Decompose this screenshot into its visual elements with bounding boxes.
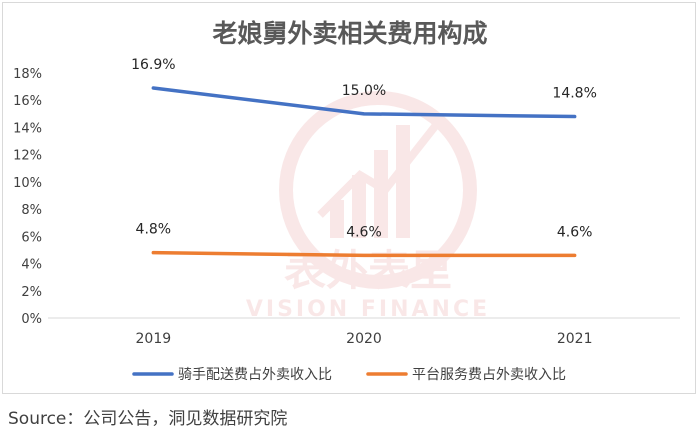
y-tick-label: 6% <box>21 230 42 245</box>
data-label: 15.0% <box>342 83 386 99</box>
legend-label-1: 骑手配送费占外卖收入比 <box>178 367 332 383</box>
data-label: 4.6% <box>557 224 593 240</box>
data-label: 14.8% <box>552 86 596 102</box>
data-label: 16.9% <box>131 57 175 73</box>
y-tick-label: 14% <box>13 121 42 136</box>
x-axis: 2019 2020 2021 <box>48 317 680 347</box>
source-note: Source：公司公告，洞见数据研究院 <box>8 409 288 429</box>
y-tick-label: 0% <box>21 312 42 327</box>
chart-title: 老娘舅外卖相关费用构成 <box>212 19 487 48</box>
data-label: 4.6% <box>346 224 382 240</box>
y-tick-label: 12% <box>13 149 42 164</box>
series-layer: 16.9% 15.0% 14.8% 4.8% 4.6% 4.6% <box>131 57 597 258</box>
watermark: 表外表里 VISION FINANCE <box>246 91 487 322</box>
x-tick-label: 2021 <box>557 331 593 347</box>
series-line-2 <box>151 250 577 258</box>
y-tick-label: 2% <box>21 285 42 300</box>
legend: 骑手配送费占外卖收入比 平台服务费占外卖收入比 <box>132 367 566 383</box>
x-tick-label: 2020 <box>346 331 382 347</box>
y-tick-label: 18% <box>13 67 42 82</box>
watermark-bars-icon <box>330 125 410 238</box>
data-label: 4.8% <box>136 222 172 238</box>
y-tick-label: 8% <box>21 203 42 218</box>
legend-label-2: 平台服务费占外卖收入比 <box>412 367 566 383</box>
y-axis: 0% 2% 4% 6% 8% 10% 12% 14% 16% 18% <box>13 67 42 327</box>
chart-frame <box>2 2 696 394</box>
y-tick-label: 10% <box>13 176 42 191</box>
watermark-arrow-icon <box>317 117 444 218</box>
x-tick-label: 2019 <box>136 331 172 347</box>
y-tick-label: 4% <box>21 258 42 273</box>
y-tick-label: 16% <box>13 94 42 109</box>
series-line-1 <box>151 86 577 119</box>
